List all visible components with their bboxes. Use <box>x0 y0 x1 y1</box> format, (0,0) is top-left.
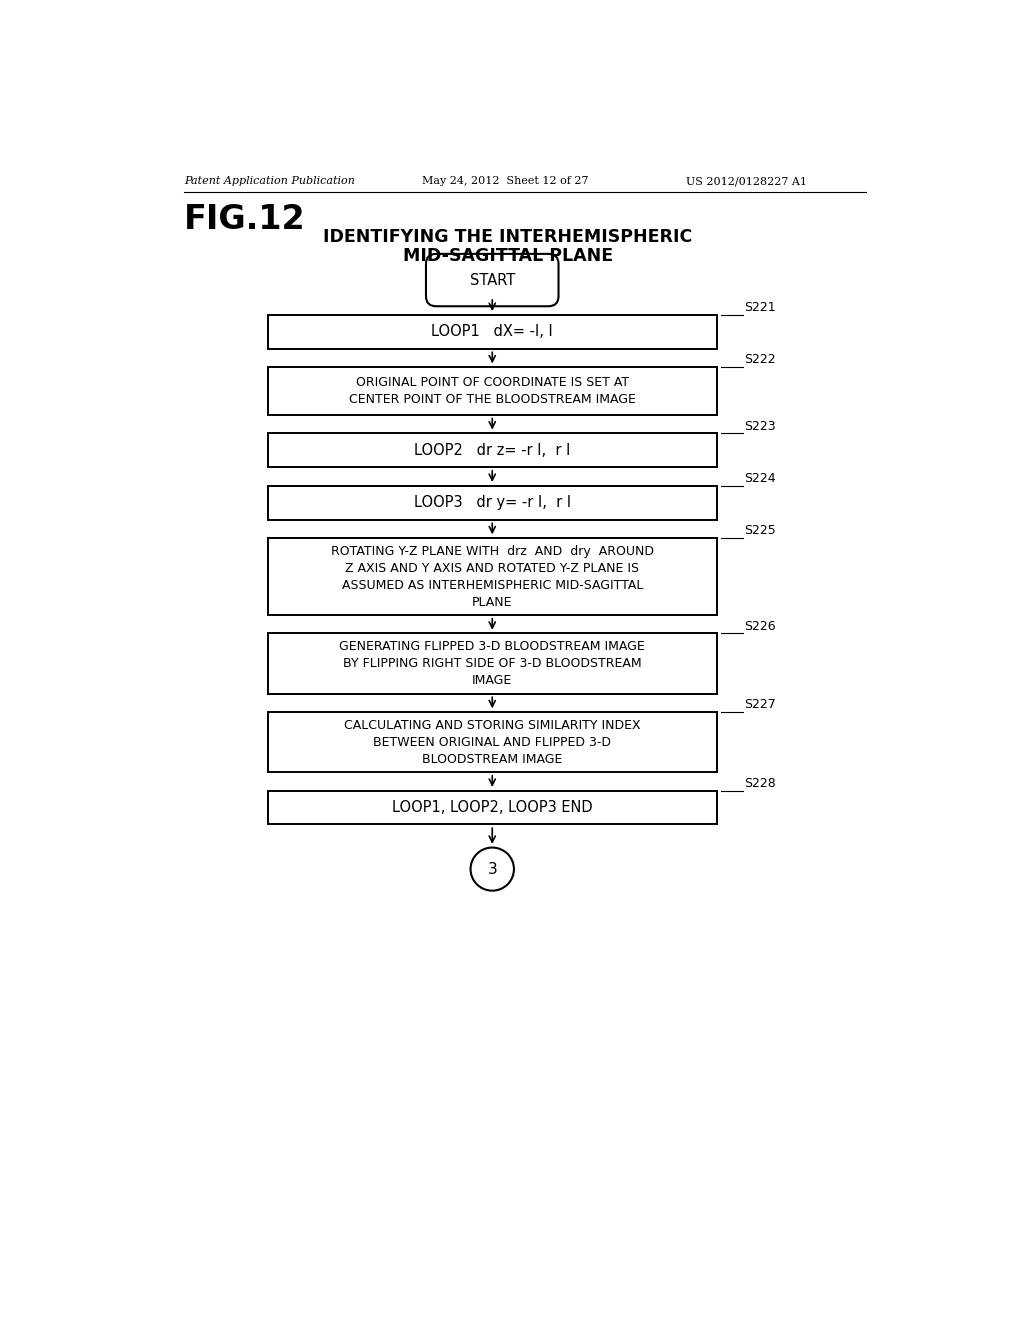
FancyBboxPatch shape <box>267 367 717 414</box>
Text: GENERATING FLIPPED 3-D BLOODSTREAM IMAGE
BY FLIPPING RIGHT SIDE OF 3-D BLOODSTRE: GENERATING FLIPPED 3-D BLOODSTREAM IMAGE… <box>339 640 645 686</box>
Text: MID-SAGITTAL PLANE: MID-SAGITTAL PLANE <box>402 247 612 265</box>
Text: FIG.12: FIG.12 <box>183 203 305 236</box>
Text: LOOP2   dr z= -r I,  r I: LOOP2 dr z= -r I, r I <box>414 442 570 458</box>
Text: 3: 3 <box>487 862 497 876</box>
FancyBboxPatch shape <box>267 711 717 772</box>
Text: LOOP1, LOOP2, LOOP3 END: LOOP1, LOOP2, LOOP3 END <box>392 800 593 814</box>
FancyBboxPatch shape <box>267 791 717 825</box>
Text: S226: S226 <box>744 619 776 632</box>
Text: May 24, 2012  Sheet 12 of 27: May 24, 2012 Sheet 12 of 27 <box>423 176 589 186</box>
Text: S228: S228 <box>744 776 776 789</box>
FancyBboxPatch shape <box>267 314 717 348</box>
Text: CALCULATING AND STORING SIMILARITY INDEX
BETWEEN ORIGINAL AND FLIPPED 3-D
BLOODS: CALCULATING AND STORING SIMILARITY INDEX… <box>344 718 641 766</box>
Text: Patent Application Publication: Patent Application Publication <box>183 176 354 186</box>
FancyBboxPatch shape <box>267 433 717 467</box>
Text: LOOP3   dr y= -r I,  r I: LOOP3 dr y= -r I, r I <box>414 495 570 510</box>
Text: S225: S225 <box>744 524 776 537</box>
Text: IDENTIFYING THE INTERHEMISPHERIC: IDENTIFYING THE INTERHEMISPHERIC <box>324 227 692 246</box>
Text: S224: S224 <box>744 471 776 484</box>
FancyBboxPatch shape <box>426 253 558 306</box>
Text: S222: S222 <box>744 354 776 367</box>
Text: S221: S221 <box>744 301 776 314</box>
Text: START: START <box>470 272 515 288</box>
Text: LOOP1   dX= -I, I: LOOP1 dX= -I, I <box>431 325 553 339</box>
Text: S227: S227 <box>744 698 776 711</box>
FancyBboxPatch shape <box>267 634 717 693</box>
Text: US 2012/0128227 A1: US 2012/0128227 A1 <box>686 176 807 186</box>
FancyBboxPatch shape <box>267 539 717 615</box>
Text: ORIGINAL POINT OF COORDINATE IS SET AT
CENTER POINT OF THE BLOODSTREAM IMAGE: ORIGINAL POINT OF COORDINATE IS SET AT C… <box>349 376 636 407</box>
Text: ROTATING Y-Z PLANE WITH  drz  AND  dry  AROUND
Z AXIS AND Y AXIS AND ROTATED Y-Z: ROTATING Y-Z PLANE WITH drz AND dry AROU… <box>331 545 653 609</box>
FancyBboxPatch shape <box>267 486 717 520</box>
Text: S223: S223 <box>744 420 776 433</box>
